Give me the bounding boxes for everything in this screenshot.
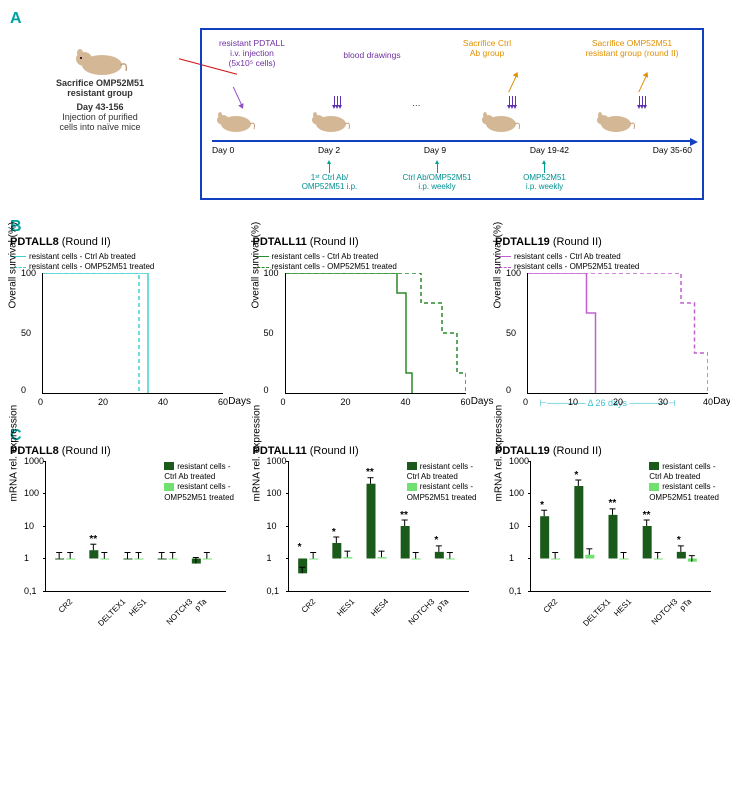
mouse-icon: [212, 108, 257, 134]
day-label: Day 35-60: [653, 145, 692, 155]
a-bottom-label: 1ˢᵗ Ctrl Ab/ OMP52M51 i.p.: [302, 173, 358, 192]
day-label: Day 19-42: [530, 145, 569, 155]
a-bottom-label: Ctrl Ab/OMP52M51 i.p. weekly: [403, 173, 472, 192]
expression-chart: PDTALL19 (Round II) resistant cells - Ct…: [495, 445, 720, 622]
a-box-label2: blood drawings: [342, 38, 402, 69]
panel-label-a: A: [10, 10, 720, 28]
panel-a-timeline-box: resistant PDTALL i.v. injection (5x10⁵ c…: [200, 28, 704, 200]
mouse-icon: [592, 108, 637, 134]
a-left-day: Day 43-156: [10, 102, 190, 112]
a-left-title: Sacrifice OMP52M51resistant group: [10, 78, 190, 98]
panel-a: A Sacrifice OMP52M51resistant group Day …: [10, 10, 720, 200]
mouse-icon: [307, 108, 352, 134]
survival-chart: PDTALL11 (Round II) resistant cells - Ct…: [253, 236, 478, 409]
expression-chart: PDTALL8 (Round II) resistant cells - Ctr…: [10, 445, 235, 622]
survival-chart: PDTALL19 (Round II) resistant cells - Ct…: [495, 236, 720, 409]
day-label: Day 0: [212, 145, 234, 155]
panel-label-b: B: [10, 218, 720, 236]
panel-label-c: C: [10, 427, 720, 445]
a-box-label3: Sacrifice Ctrl Ab group: [452, 38, 522, 69]
day-label: Day 2: [318, 145, 340, 155]
panel-b: B PDTALL8 (Round II) resistant cells - C…: [10, 218, 720, 409]
a-left-note: Injection of purified cells into naïve m…: [10, 112, 190, 132]
a-bottom-label: OMP52M51 i.p. weekly: [523, 173, 566, 192]
a-box-label1: resistant PDTALL i.v. injection (5x10⁵ c…: [212, 38, 292, 69]
mouse-icon: [477, 108, 522, 134]
mouse-icon: [70, 43, 130, 78]
expression-chart: PDTALL11 (Round II) resistant cells - Ct…: [253, 445, 478, 622]
survival-chart: PDTALL8 (Round II) resistant cells - Ctr…: [10, 236, 235, 409]
day-label: Day 9: [424, 145, 446, 155]
a-box-label4: Sacrifice OMP52M51 resistant group (roun…: [572, 38, 692, 69]
panel-c: C PDTALL8 (Round II) resistant cells - C…: [10, 427, 720, 622]
panel-a-left-block: Sacrifice OMP52M51resistant group Day 43…: [10, 28, 190, 132]
